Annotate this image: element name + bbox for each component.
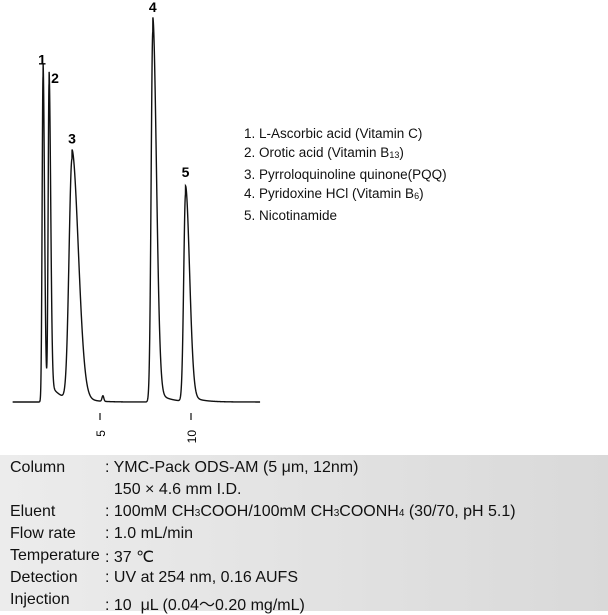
legend-item-1: 1. L-Ascorbic acid (Vitamin C)	[244, 126, 423, 141]
legend-item-4: 4. Pyridoxine HCl (Vitamin B6)	[244, 186, 424, 201]
chromatogram-trace	[12, 17, 261, 403]
peak-legend: 1. L-Ascorbic acid (Vitamin C) 2. Orotic…	[244, 124, 447, 225]
conditions-panel: Column: YMC-Pack ODS-AM (5 μm, 12nm) 150…	[0, 455, 608, 614]
legend-item-3: 3. Pyrroloquinoline quinone(PQQ)	[244, 167, 447, 182]
legend-item-2: 2. Orotic acid (Vitamin B13)	[244, 145, 404, 160]
peak-label-1: 1	[38, 51, 46, 67]
peak-label-3: 3	[68, 131, 76, 147]
x-tick-label-10: 10	[185, 430, 199, 444]
peak-label-2: 2	[51, 70, 59, 86]
x-tick-label-5: 5	[94, 430, 108, 437]
peak-label-5: 5	[182, 164, 190, 180]
chromatogram: 12 3 4 5 5 10	[12, 0, 261, 444]
legend-item-5: 5. Nicotinamide	[244, 208, 338, 223]
peak-label-4: 4	[149, 0, 157, 15]
